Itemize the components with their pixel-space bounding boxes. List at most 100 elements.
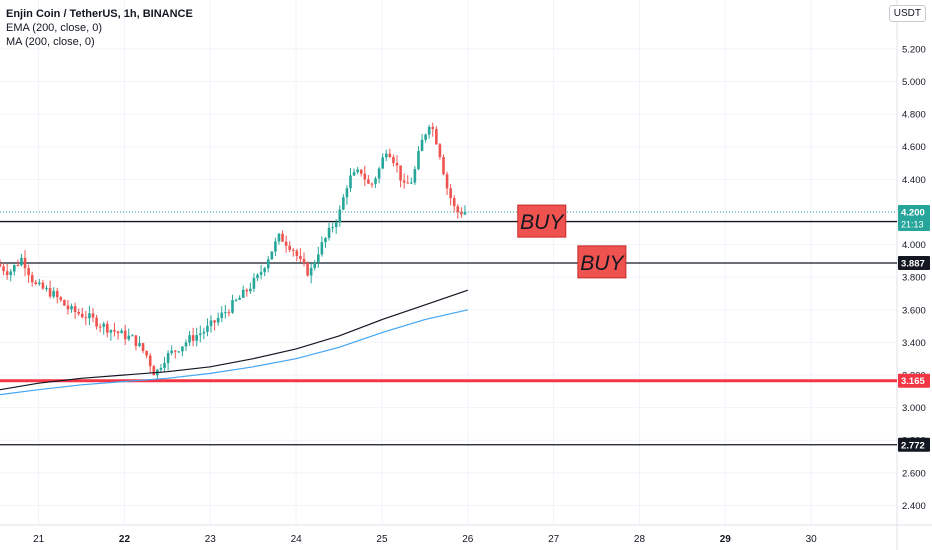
candle-down[interactable] — [449, 184, 452, 206]
candle-down[interactable] — [116, 330, 120, 340]
candle-down[interactable] — [95, 314, 98, 330]
candle-up[interactable] — [274, 237, 277, 257]
candle-down[interactable] — [306, 261, 309, 277]
candle-up[interactable] — [120, 328, 123, 334]
candle-down[interactable] — [152, 364, 156, 376]
candle-up[interactable] — [427, 124, 431, 139]
candle-up[interactable] — [224, 305, 227, 319]
candle-up[interactable] — [209, 315, 213, 333]
candle-up[interactable] — [410, 177, 413, 184]
candle-up[interactable] — [241, 285, 245, 299]
candle-up[interactable] — [345, 185, 349, 205]
candle-down[interactable] — [66, 299, 70, 315]
ema-indicator-label[interactable]: EMA (200, close, 0) — [6, 22, 102, 34]
candle-down[interactable] — [77, 308, 80, 316]
candle-down[interactable] — [148, 353, 152, 373]
candle-down[interactable] — [2, 262, 5, 276]
candle-up[interactable] — [381, 153, 384, 170]
candle-up[interactable] — [270, 251, 274, 260]
level-price-tag[interactable]: 2.772 — [898, 437, 930, 452]
candle-up[interactable] — [216, 312, 220, 326]
candle-down[interactable] — [59, 296, 63, 302]
candle-up[interactable] — [45, 285, 48, 292]
currency-badge[interactable]: USDT — [888, 5, 926, 22]
candle-down[interactable] — [359, 169, 363, 177]
candle-up[interactable] — [349, 167, 352, 192]
candle-down[interactable] — [84, 310, 88, 326]
candle-up[interactable] — [70, 303, 73, 313]
candle-up[interactable] — [38, 278, 41, 286]
candle-up[interactable] — [177, 350, 181, 353]
candle-up[interactable] — [166, 350, 170, 371]
candle-up[interactable] — [9, 269, 13, 282]
candle-up[interactable] — [338, 205, 342, 227]
candle-up[interactable] — [156, 369, 159, 379]
candle-up[interactable] — [231, 294, 234, 314]
candle-down[interactable] — [0, 259, 2, 268]
candle-down[interactable] — [456, 204, 460, 219]
candle-down[interactable] — [245, 288, 249, 297]
candle-down[interactable] — [299, 248, 302, 263]
candle-down[interactable] — [123, 324, 127, 345]
candle-down[interactable] — [91, 308, 95, 323]
candle-up[interactable] — [220, 306, 224, 323]
candle-up[interactable] — [266, 256, 270, 273]
candle-up[interactable] — [252, 273, 256, 292]
candles[interactable] — [0, 122, 467, 379]
candle-down[interactable] — [295, 248, 299, 262]
candle-up[interactable] — [127, 328, 131, 342]
candle-down[interactable] — [281, 230, 284, 242]
candle-up[interactable] — [309, 263, 313, 284]
candle-down[interactable] — [5, 263, 9, 280]
candle-up[interactable] — [384, 149, 388, 162]
candle-down[interactable] — [388, 148, 392, 158]
buy-annotation[interactable]: BUY — [517, 204, 567, 238]
candle-down[interactable] — [113, 322, 116, 337]
candle-up[interactable] — [420, 134, 424, 152]
candle-up[interactable] — [131, 333, 134, 337]
candle-down[interactable] — [302, 252, 306, 267]
candle-up[interactable] — [320, 236, 324, 257]
candle-down[interactable] — [173, 349, 177, 359]
candle-up[interactable] — [188, 330, 191, 346]
candle-up[interactable] — [263, 266, 266, 277]
candle-up[interactable] — [356, 166, 359, 175]
candle-up[interactable] — [417, 146, 420, 171]
buy-annotation[interactable]: BUY — [577, 245, 627, 279]
candle-down[interactable] — [105, 320, 109, 338]
candle-up[interactable] — [202, 327, 206, 340]
candle-up[interactable] — [163, 356, 166, 372]
candle-down[interactable] — [438, 143, 442, 160]
candle-down[interactable] — [27, 264, 30, 283]
candle-up[interactable] — [342, 194, 345, 211]
candle-down[interactable] — [23, 250, 27, 277]
candle-down[interactable] — [141, 342, 145, 354]
candle-up[interactable] — [424, 133, 427, 143]
candle-up[interactable] — [234, 298, 238, 302]
candle-up[interactable] — [170, 345, 173, 356]
candle-down[interactable] — [48, 280, 52, 299]
candle-up[interactable] — [20, 253, 23, 267]
candle-up[interactable] — [184, 339, 188, 351]
candle-down[interactable] — [80, 307, 84, 319]
candle-down[interactable] — [98, 323, 102, 333]
candle-up[interactable] — [413, 166, 417, 186]
candle-down[interactable] — [445, 171, 449, 196]
ma-indicator-label[interactable]: MA (200, close, 0) — [6, 36, 95, 48]
candle-down[interactable] — [395, 155, 399, 173]
candle-down[interactable] — [227, 309, 231, 317]
level-price-tag[interactable]: 3.887 — [898, 255, 930, 270]
candle-up[interactable] — [238, 295, 241, 300]
candle-down[interactable] — [55, 287, 59, 304]
candle-down[interactable] — [63, 299, 66, 306]
candle-down[interactable] — [284, 235, 288, 253]
candle-up[interactable] — [88, 305, 91, 326]
candle-up[interactable] — [256, 273, 259, 281]
candle-down[interactable] — [213, 319, 216, 331]
candle-down[interactable] — [392, 154, 395, 167]
candle-down[interactable] — [460, 207, 463, 218]
candle-down[interactable] — [367, 175, 370, 185]
